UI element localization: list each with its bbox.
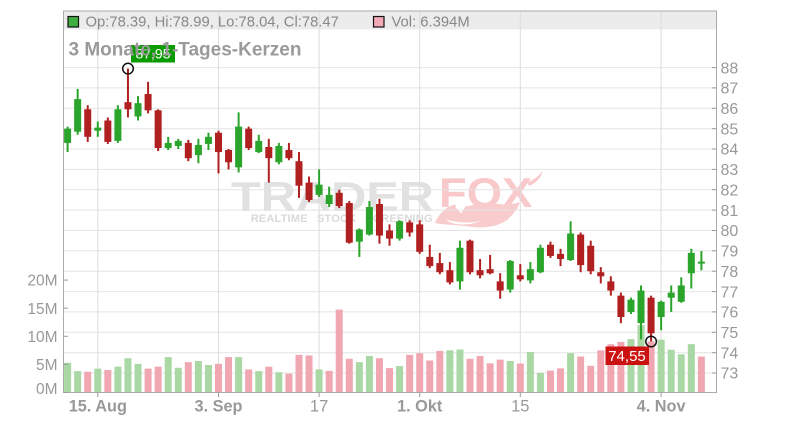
svg-text:74: 74 <box>721 345 739 362</box>
svg-text:10M: 10M <box>27 329 57 346</box>
svg-text:Op:78.39, Hi:78.99, Lo:78.04,: Op:78.39, Hi:78.99, Lo:78.04, Cl:78.47 <box>86 14 339 30</box>
svg-text:85: 85 <box>721 121 739 138</box>
svg-text:82: 82 <box>721 182 739 199</box>
svg-text:86: 86 <box>721 101 739 118</box>
svg-text:75: 75 <box>721 325 739 342</box>
svg-text:17: 17 <box>310 398 328 416</box>
svg-text:15: 15 <box>511 398 529 416</box>
svg-text:4. Nov: 4. Nov <box>637 398 686 416</box>
svg-text:73: 73 <box>721 366 739 383</box>
svg-text:87: 87 <box>721 81 739 98</box>
svg-text:83: 83 <box>721 162 739 179</box>
svg-text:20M: 20M <box>27 273 57 290</box>
svg-text:80: 80 <box>721 223 739 240</box>
svg-text:3 Monate, 1-Tages-Kerzen: 3 Monate, 1-Tages-Kerzen <box>69 40 302 61</box>
svg-text:0M: 0M <box>36 381 58 398</box>
svg-text:87,95: 87,95 <box>135 46 170 62</box>
svg-text:Vol: 6.394M: Vol: 6.394M <box>392 14 470 30</box>
svg-text:74,55: 74,55 <box>608 348 646 365</box>
svg-text:81: 81 <box>721 203 739 220</box>
svg-text:REALTIME STOCK SCREENING: REALTIME STOCK SCREENING <box>251 213 433 225</box>
svg-text:76: 76 <box>721 305 739 322</box>
svg-text:79: 79 <box>721 244 739 261</box>
svg-text:84: 84 <box>721 142 739 159</box>
svg-text:1. Okt: 1. Okt <box>397 398 443 416</box>
svg-text:3. Sep: 3. Sep <box>195 398 243 416</box>
svg-text:15M: 15M <box>27 301 57 318</box>
svg-text:88: 88 <box>721 60 739 77</box>
svg-text:77: 77 <box>721 284 739 301</box>
svg-text:78: 78 <box>721 264 739 281</box>
svg-text:15. Aug: 15. Aug <box>69 398 127 416</box>
svg-text:5M: 5M <box>36 357 58 374</box>
